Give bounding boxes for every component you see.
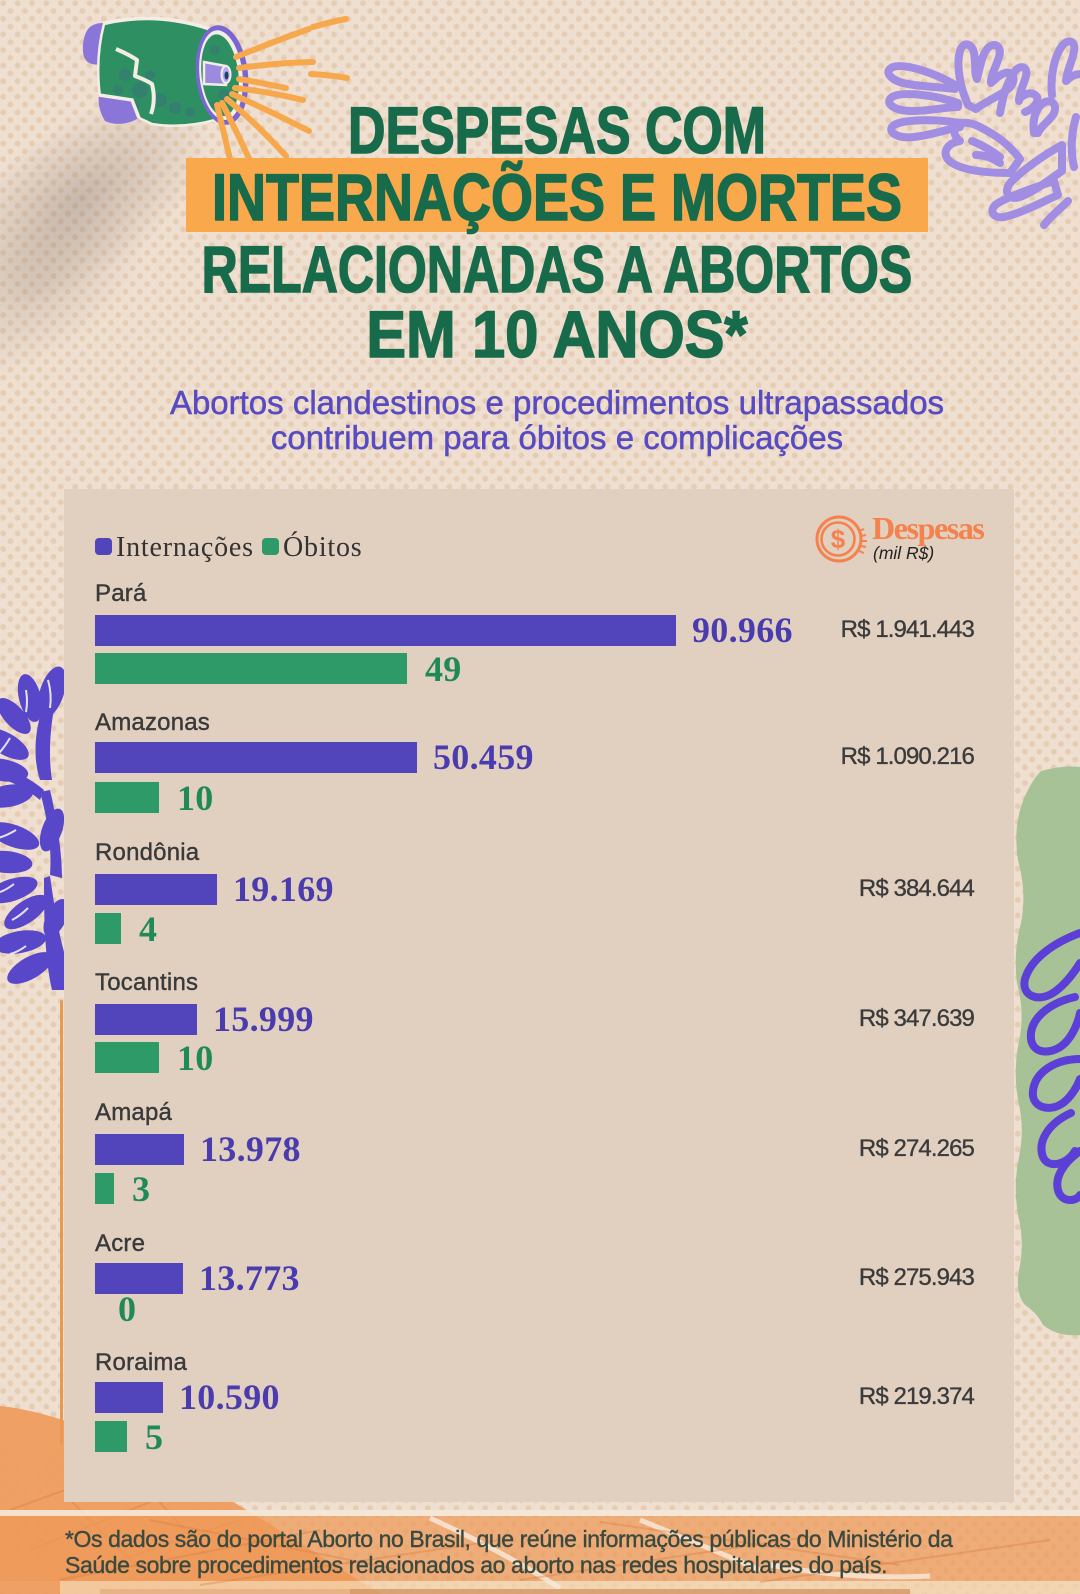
svg-text:$: $	[831, 524, 846, 554]
